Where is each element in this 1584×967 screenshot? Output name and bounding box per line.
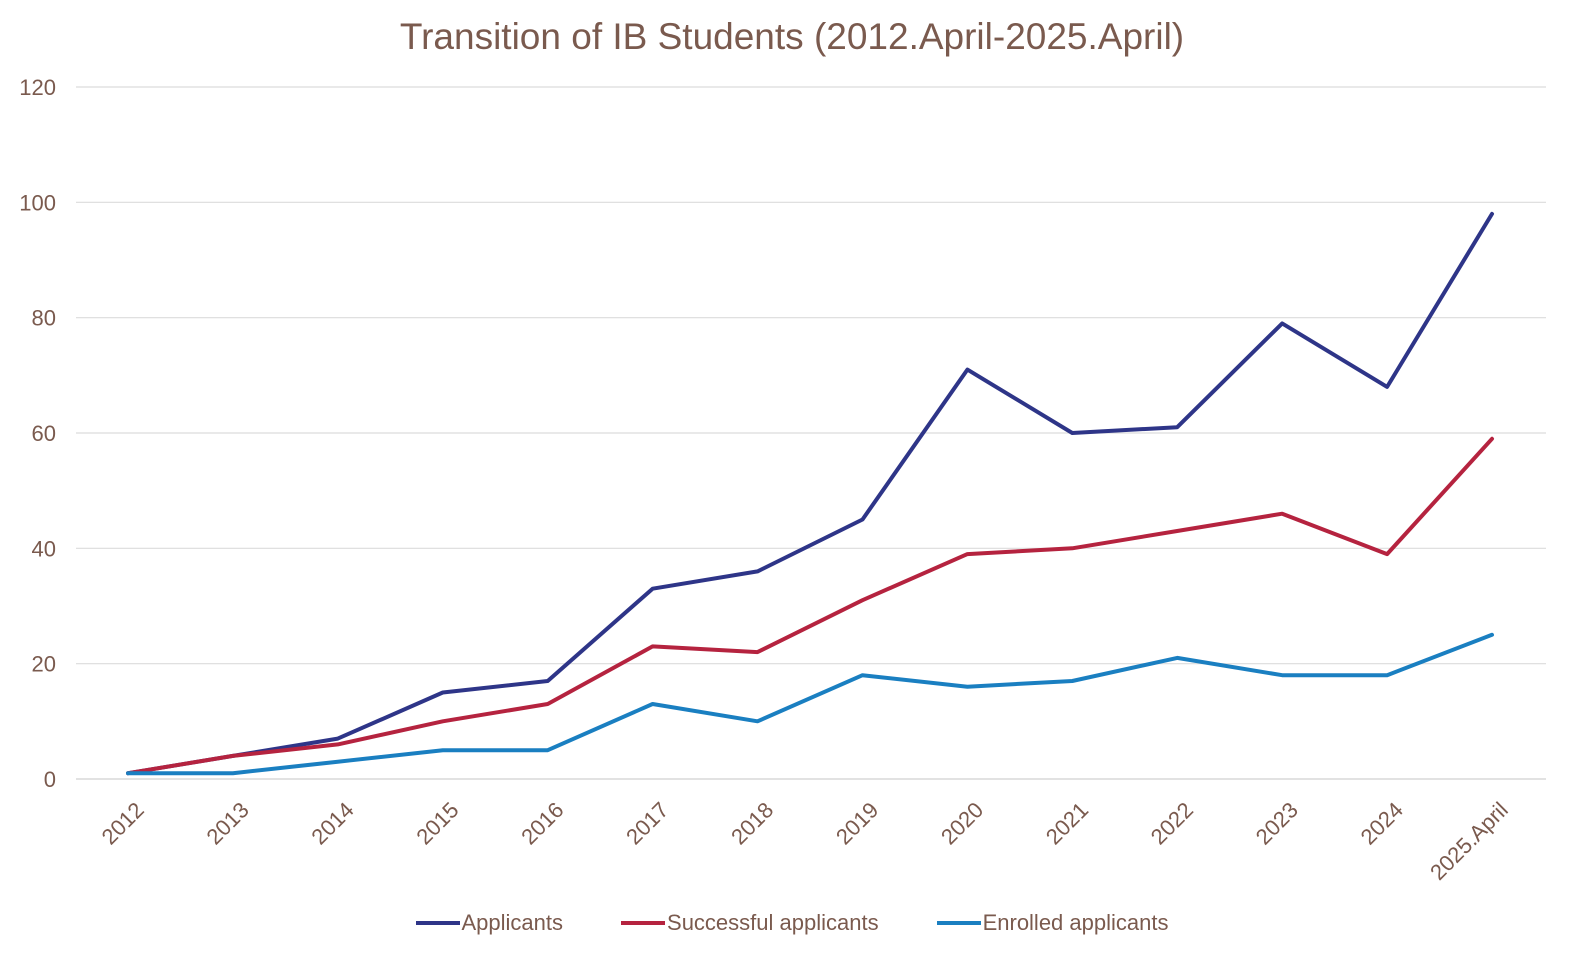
x-tick-label: 2018 [726, 797, 778, 849]
legend-label: Applicants [461, 910, 564, 935]
y-axis-ticks: 0 20 40 60 80 100 120 [19, 75, 56, 792]
series-line-applicants [126, 211, 1494, 776]
x-tick-label: 2017 [621, 797, 673, 849]
x-tick-label: 2014 [306, 797, 358, 849]
x-tick-label: 2022 [1146, 797, 1198, 849]
series-lines [126, 211, 1494, 776]
x-tick-label: 2020 [936, 797, 988, 849]
x-tick-label: 2019 [831, 797, 883, 849]
x-tick-label: 2015 [411, 797, 463, 849]
legend-swatch [936, 921, 981, 925]
x-tick-label: 2025.April [1425, 797, 1513, 885]
legend-label: Successful applicants [667, 910, 879, 935]
y-tick-label: 80 [32, 306, 56, 331]
y-tick-label: 20 [32, 652, 56, 677]
legend-label: Enrolled applicants [982, 910, 1169, 935]
x-tick-label: 2023 [1251, 797, 1303, 849]
series-line-successful-applicants [126, 436, 1494, 776]
gridlines [76, 86, 1546, 780]
series-line-enrolled-applicants [126, 632, 1494, 776]
y-tick-label: 0 [44, 767, 56, 792]
chart-title: Transition of IB Students (2012.April-20… [399, 16, 1185, 57]
legend-item: Applicants [415, 910, 564, 936]
x-axis-ticks: 2012 2013 2014 2015 2016 2017 2018 2019 2020 2021… [97, 797, 1513, 885]
y-tick-label: 40 [32, 536, 56, 561]
legend-item: Successful applicants [621, 910, 879, 936]
legend-swatch [415, 921, 460, 925]
x-tick-label: 2016 [516, 797, 568, 849]
x-tick-label: 2021 [1041, 797, 1093, 849]
legend: Applicants Successful applicants Enrolled … [0, 910, 1584, 936]
y-tick-label: 120 [19, 75, 56, 100]
x-tick-label: 2013 [201, 797, 253, 849]
y-tick-label: 100 [19, 190, 56, 215]
y-tick-label: 60 [32, 421, 56, 446]
legend-item: Enrolled applicants [936, 910, 1169, 936]
legend-swatch [621, 921, 666, 925]
x-tick-label: 2024 [1356, 797, 1408, 849]
x-tick-label: 2012 [97, 797, 149, 849]
